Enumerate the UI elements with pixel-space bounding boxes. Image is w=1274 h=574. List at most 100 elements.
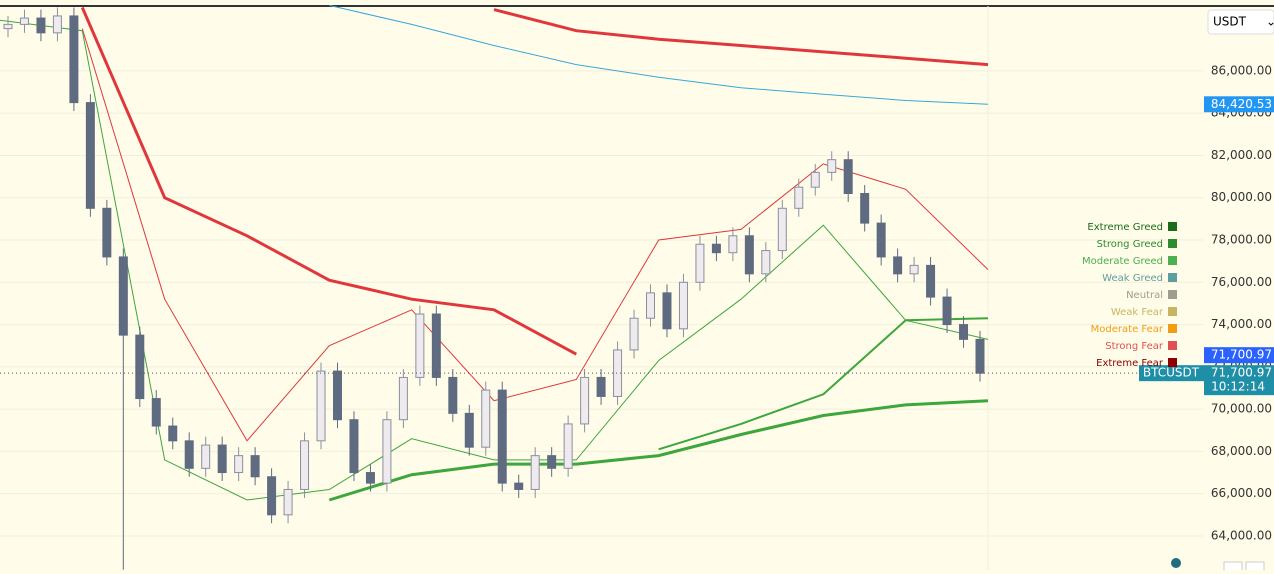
- y-tick-label: 86,000.00: [1211, 63, 1272, 77]
- y-tick-label: 66,000.00: [1211, 486, 1272, 500]
- legend-swatch: [1168, 341, 1177, 350]
- band-line: [80, 6, 578, 356]
- legend-swatch: [1168, 239, 1177, 248]
- legend-swatch: [1168, 307, 1177, 316]
- price-tag-box: [1204, 96, 1274, 113]
- candle-body: [827, 159, 837, 173]
- candle-body: [201, 444, 211, 469]
- legend-label: Weak Fear: [1111, 307, 1164, 318]
- candle-body: [678, 281, 688, 330]
- candle-body: [975, 338, 985, 374]
- candle-body: [843, 159, 853, 195]
- y-tick-label: 78,000.00: [1211, 233, 1272, 247]
- y-tick-label: 82,000.00: [1211, 148, 1272, 162]
- candle-body: [316, 370, 326, 442]
- candle-body: [19, 17, 29, 25]
- candle-body: [629, 317, 639, 351]
- candle-body: [728, 235, 738, 254]
- currency-select[interactable]: [1207, 9, 1274, 35]
- candle-body: [497, 389, 507, 484]
- candle-body: [151, 398, 161, 427]
- candle-body: [332, 370, 342, 421]
- legend-swatch: [1168, 290, 1177, 299]
- candle-body: [349, 419, 359, 474]
- auto-button[interactable]: [1223, 561, 1243, 573]
- price-tag-box: [1204, 347, 1274, 364]
- candle-body: [168, 425, 178, 442]
- candle-body: [662, 292, 672, 330]
- legend-label: Extreme Fear: [1096, 358, 1164, 369]
- candle-body: [398, 376, 408, 421]
- legend-label: Strong Fear: [1105, 341, 1164, 352]
- price-tag-label: 71,700.97: [1211, 348, 1272, 362]
- candle-body: [118, 256, 128, 336]
- price-tag-label: 84,420.53: [1211, 97, 1272, 111]
- candle-body: [69, 15, 79, 104]
- candle-body: [580, 376, 590, 425]
- legend-swatch: [1168, 256, 1177, 265]
- candle-body: [36, 17, 46, 34]
- candle-body: [300, 440, 310, 490]
- legend-label: Moderate Fear: [1091, 324, 1164, 335]
- currency-label: USDT: [1213, 15, 1247, 29]
- price-tag-label: 71,700.97: [1211, 366, 1272, 380]
- candle-body: [102, 207, 112, 258]
- candle-body: [217, 444, 227, 474]
- legend-swatch: [1168, 273, 1177, 282]
- y-tick-label: 70,000.00: [1211, 402, 1272, 416]
- candle-body: [909, 264, 919, 275]
- chevron: ⌄: [1266, 15, 1274, 29]
- candle-body: [744, 235, 754, 275]
- candle-body: [794, 186, 804, 209]
- candle-body: [959, 324, 969, 340]
- candle-body: [547, 455, 557, 469]
- y-tick-label: 64,000.00: [1211, 528, 1272, 542]
- candle-body: [431, 313, 441, 378]
- candle-body: [860, 193, 870, 224]
- y-tick-label: 74,000.00: [1211, 317, 1272, 331]
- price-tag-box: [1204, 365, 1274, 396]
- band-line: [81, 28, 989, 442]
- candle-body: [926, 264, 936, 298]
- candle-body: [234, 455, 244, 474]
- legend-label: Moderate Greed: [1082, 256, 1163, 267]
- candle-body: [711, 243, 721, 254]
- y-tick-label: 80,000.00: [1211, 190, 1272, 204]
- candle-body: [563, 423, 573, 469]
- price-axis: 64,000.0066,000.0068,000.0070,000.0072,0…: [1139, 63, 1274, 542]
- candle-body: [481, 389, 491, 448]
- legend-swatch: [1168, 222, 1177, 231]
- log-button[interactable]: [1245, 561, 1265, 573]
- band-line: [329, 4, 989, 105]
- theme-icon[interactable]: [1171, 558, 1181, 568]
- candle-body: [464, 412, 474, 448]
- plot: [0, 4, 1204, 570]
- legend-label: Weak Greed: [1102, 273, 1163, 284]
- candle-body: [267, 476, 277, 516]
- candle-body: [942, 296, 952, 326]
- candle-body: [448, 376, 458, 414]
- candle-body: [184, 440, 194, 469]
- legend-label: Extreme Greed: [1087, 222, 1163, 233]
- candle-body: [530, 455, 540, 490]
- legend-swatch: [1168, 358, 1177, 367]
- candle-body: [514, 482, 524, 490]
- candle-body: [695, 243, 705, 283]
- candle-body: [893, 256, 903, 275]
- legend-swatch: [1168, 324, 1177, 333]
- candle-body: [52, 15, 62, 34]
- candle-body: [810, 171, 820, 188]
- band-line: [328, 399, 989, 502]
- candle-body: [283, 488, 293, 516]
- candle-body: [415, 313, 425, 378]
- candle-body: [3, 23, 13, 30]
- band-line: [493, 8, 989, 67]
- candle-body: [761, 250, 771, 275]
- y-tick-label: 68,000.00: [1211, 444, 1272, 458]
- candle-body: [365, 472, 375, 484]
- y-tick-label: 76,000.00: [1211, 275, 1272, 289]
- candle-body: [382, 419, 392, 484]
- candle-body: [250, 455, 260, 478]
